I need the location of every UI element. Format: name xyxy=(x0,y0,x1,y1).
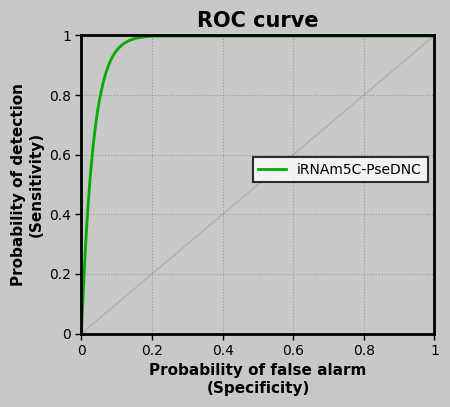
X-axis label: Probability of false alarm
(Specificity): Probability of false alarm (Specificity) xyxy=(149,363,367,396)
Title: ROC curve: ROC curve xyxy=(197,11,319,31)
Legend: iRNAm5C-PseDNC: iRNAm5C-PseDNC xyxy=(252,157,428,182)
Y-axis label: Probability of detection
(Sensitivity): Probability of detection (Sensitivity) xyxy=(11,83,44,286)
